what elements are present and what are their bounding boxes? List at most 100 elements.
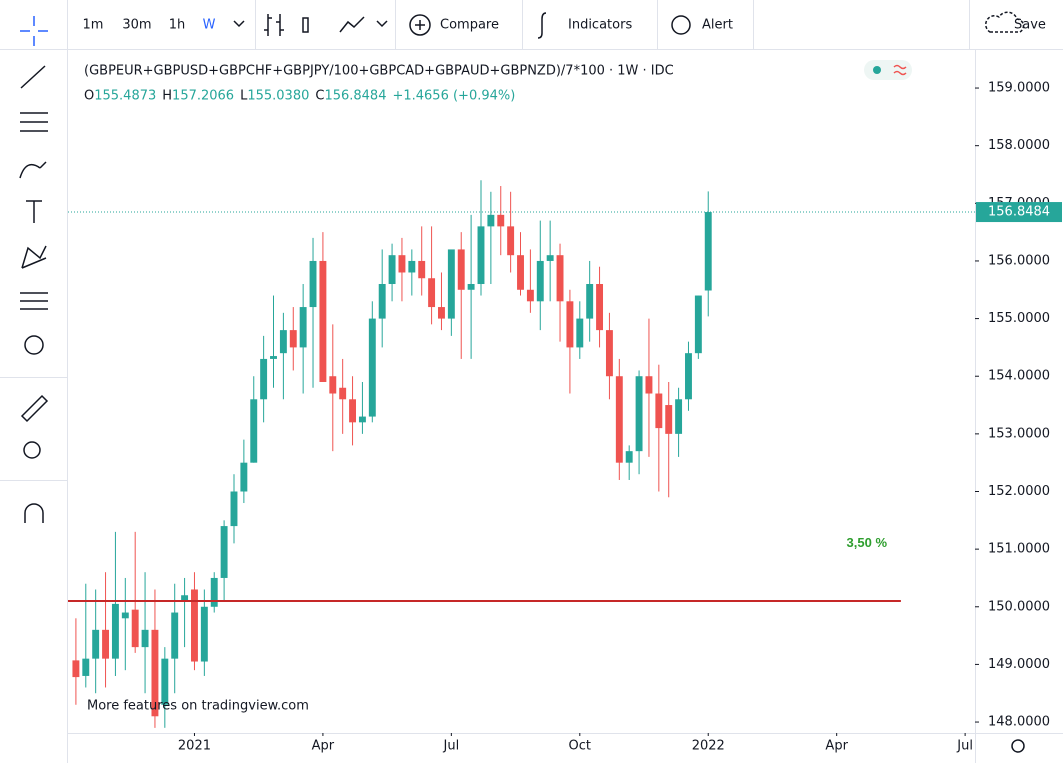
candle-body <box>418 260 426 279</box>
bar-style-icon[interactable] <box>264 14 284 36</box>
candle-body <box>685 353 692 400</box>
candle-body <box>467 284 475 290</box>
area-style-icon[interactable] <box>339 16 365 33</box>
y-tick-label: 159.0000 <box>988 81 1050 96</box>
crosshair-icon[interactable] <box>20 16 48 46</box>
candle-body <box>517 255 524 290</box>
candle-body <box>447 249 455 319</box>
candle-body <box>497 214 505 227</box>
candle-body <box>536 260 544 302</box>
candle-body <box>82 658 90 676</box>
candle-body <box>477 226 485 285</box>
candle-body <box>625 451 633 463</box>
interval-dropdown[interactable] <box>233 20 245 28</box>
settings-icon[interactable] <box>1011 739 1025 753</box>
x-tick-label: 2022 <box>692 739 725 754</box>
interval-button[interactable]: W <box>203 18 216 33</box>
candle-body <box>200 606 208 662</box>
candle-body <box>270 356 277 359</box>
y-tick-label: 156.0000 <box>988 253 1050 268</box>
ohlc-label: O <box>84 89 94 104</box>
candle-body <box>358 416 366 423</box>
pattern-icon[interactable] <box>21 245 47 269</box>
interval-button[interactable]: 1m <box>83 18 104 33</box>
candle-body <box>507 226 515 256</box>
fib-icon[interactable] <box>20 112 48 132</box>
emoji-icon[interactable] <box>24 335 44 355</box>
candle-body <box>111 603 119 659</box>
style-dropdown[interactable] <box>376 20 388 28</box>
candle-body <box>220 526 228 578</box>
trendline-icon[interactable] <box>20 65 46 89</box>
candle-body <box>230 491 238 527</box>
y-tick-label: 148.0000 <box>988 715 1050 730</box>
watermark: More features on tradingview.com <box>87 699 309 714</box>
candle-body <box>250 399 258 463</box>
candle-body <box>260 358 268 400</box>
candle-body <box>319 260 327 382</box>
interval-button[interactable]: 1h <box>169 18 186 33</box>
compare-button[interactable]: Compare <box>440 18 499 33</box>
interval-button[interactable]: 30m <box>122 18 151 33</box>
candle-body <box>428 278 436 308</box>
candle-style-icon[interactable] <box>302 17 309 33</box>
candle-body <box>487 214 495 227</box>
candle-body <box>289 330 297 348</box>
status-pill <box>864 60 912 80</box>
indicators-icon[interactable] <box>537 12 547 39</box>
x-tick-label: Jul <box>443 739 460 754</box>
candle-body <box>171 612 179 659</box>
annotation: 3,50 % <box>847 535 888 550</box>
sidebar-icons[interactable] <box>19 16 49 523</box>
candle-body <box>576 318 584 348</box>
save-icon[interactable] <box>985 11 1025 33</box>
candle-body <box>655 393 663 429</box>
compare-plus[interactable] <box>415 20 425 30</box>
x-tick-label: Apr <box>312 739 335 754</box>
y-tick-label: 152.0000 <box>988 484 1050 499</box>
y-tick-label: 155.0000 <box>988 311 1050 326</box>
indicators-button[interactable]: Indicators <box>568 18 632 33</box>
compare-icon[interactable] <box>409 14 431 36</box>
plot <box>68 180 901 728</box>
y-tick-label: 151.0000 <box>988 542 1050 557</box>
text-icon[interactable] <box>26 200 42 223</box>
y-tick-label: 149.0000 <box>988 657 1050 672</box>
candle-body <box>72 660 80 678</box>
magnet-icon[interactable] <box>24 503 44 523</box>
candle-body <box>368 318 376 417</box>
candle-body <box>102 629 110 659</box>
ohlc-value: 156.8484 <box>324 89 386 104</box>
chart-title: (GBPEUR+GBPUSD+GBPCHF+GBPJPY/100+GBPCAD+… <box>84 64 674 79</box>
ohlc-value: 157.2066 <box>172 89 234 104</box>
candle-body <box>131 609 139 648</box>
alert-button[interactable]: Alert <box>702 18 733 33</box>
ohlc-value: 155.4873 <box>94 89 156 104</box>
candle-body <box>151 629 159 717</box>
candle-body <box>596 284 604 331</box>
candle-body <box>408 260 416 273</box>
candle-body <box>556 255 564 302</box>
candle-body <box>121 612 129 619</box>
save-button[interactable]: Save <box>1014 18 1046 33</box>
zoom-icon[interactable] <box>23 441 41 459</box>
ruler-icon[interactable] <box>20 394 49 423</box>
alert-icon[interactable] <box>671 15 691 35</box>
candle-body <box>665 405 673 434</box>
candle-body <box>191 589 198 662</box>
ohlc-change: +1.4656 (+0.94%) <box>392 89 515 104</box>
forecast-icon[interactable] <box>20 292 48 310</box>
last-price-label: 156.8484 <box>988 205 1050 220</box>
candle-body <box>339 387 347 400</box>
status-wave <box>893 64 907 76</box>
brush-icon[interactable] <box>19 161 47 179</box>
x-tick-label: Jul <box>956 739 973 754</box>
candle-body <box>309 260 317 308</box>
candle-body <box>349 399 357 423</box>
candle-body <box>181 595 189 602</box>
ohlc-label: H <box>162 89 172 104</box>
candle-body <box>526 289 534 302</box>
